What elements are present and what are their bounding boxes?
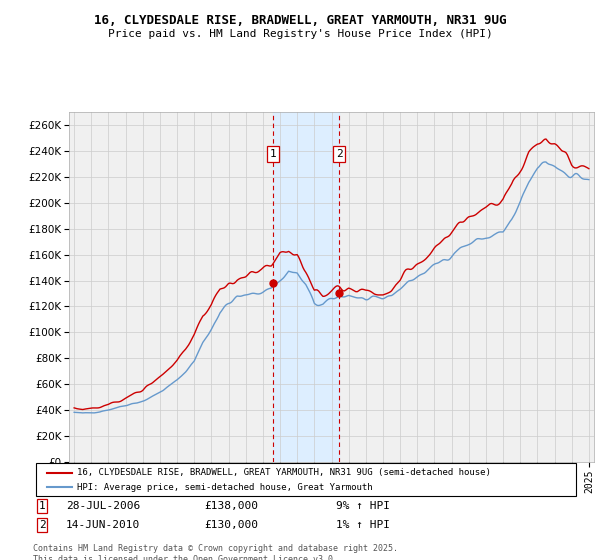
Text: Contains HM Land Registry data © Crown copyright and database right 2025.
This d: Contains HM Land Registry data © Crown c… [33,544,398,560]
Text: HPI: Average price, semi-detached house, Great Yarmouth: HPI: Average price, semi-detached house,… [77,483,373,492]
Text: 28-JUL-2006: 28-JUL-2006 [66,501,140,511]
Text: 1% ↑ HPI: 1% ↑ HPI [336,520,390,530]
Text: 14-JUN-2010: 14-JUN-2010 [66,520,140,530]
Bar [273,112,339,462]
Text: 2: 2 [38,520,46,530]
Text: 1: 1 [269,149,276,159]
Text: 16, CLYDESDALE RISE, BRADWELL, GREAT YARMOUTH, NR31 9UG: 16, CLYDESDALE RISE, BRADWELL, GREAT YAR… [94,14,506,27]
Text: £130,000: £130,000 [204,520,258,530]
Text: 1: 1 [38,501,46,511]
Text: 9% ↑ HPI: 9% ↑ HPI [336,501,390,511]
Text: Price paid vs. HM Land Registry's House Price Index (HPI): Price paid vs. HM Land Registry's House … [107,29,493,39]
Text: £138,000: £138,000 [204,501,258,511]
Text: 16, CLYDESDALE RISE, BRADWELL, GREAT YARMOUTH, NR31 9UG (semi-detached house): 16, CLYDESDALE RISE, BRADWELL, GREAT YAR… [77,468,491,477]
Text: 2: 2 [336,149,343,159]
